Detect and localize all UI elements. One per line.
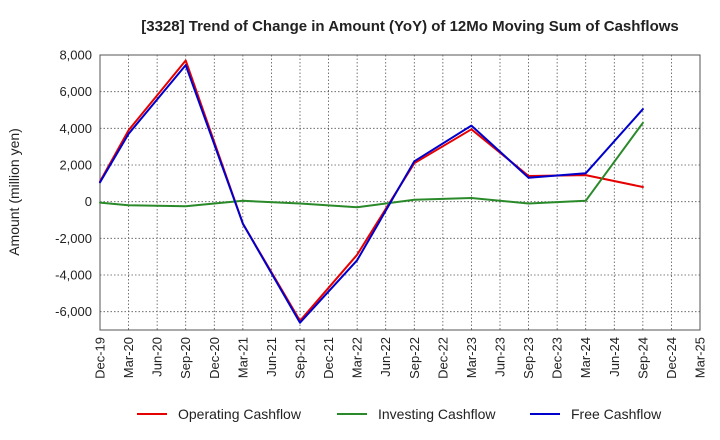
- x-tick-label: Jun-23: [493, 337, 508, 377]
- x-tick-label: Dec-21: [321, 337, 336, 379]
- x-tick-label: Jun-20: [150, 337, 165, 377]
- x-tick-label: Mar-24: [578, 337, 593, 378]
- series-line-2: [99, 121, 644, 209]
- x-tick-label: Sep-24: [635, 337, 650, 379]
- grid-lines: [100, 54, 700, 330]
- x-tick-label: Sep-21: [293, 337, 308, 379]
- legend-label-2: Investing Cashflow: [378, 406, 496, 422]
- y-tick-label: 8,000: [59, 48, 92, 63]
- legend: Operating Cashflow Investing Cashflow Free…: [137, 406, 662, 422]
- y-axis-label: Amount (million yen): [6, 128, 22, 256]
- y-tick-label: -4,000: [55, 268, 92, 283]
- y-tick-label: -2,000: [55, 231, 92, 246]
- x-tick-label: Jun-22: [378, 337, 393, 377]
- x-tick-label: Dec-24: [664, 337, 679, 379]
- y-tick-label: 6,000: [59, 84, 92, 99]
- x-tick-label: Mar-21: [235, 337, 250, 378]
- x-tick-label: Dec-20: [207, 337, 222, 379]
- x-tick-label: Jun-21: [264, 337, 279, 377]
- x-tick-label: Dec-22: [435, 337, 450, 379]
- x-tick-label: Sep-22: [407, 337, 422, 379]
- x-tick-label: Mar-23: [464, 337, 479, 378]
- x-tick-label: Dec-23: [550, 337, 565, 379]
- x-tick-label: Sep-20: [178, 337, 193, 379]
- y-tick-label: -6,000: [55, 304, 92, 319]
- y-tick-label: 4,000: [59, 121, 92, 136]
- y-tick-label: 0: [85, 194, 92, 209]
- series-line-3: [99, 64, 644, 324]
- x-tick-label: Mar-25: [693, 337, 708, 378]
- axes: Dec-19 Mar-20 Jun-20 Sep-20 Dec-20 Mar-21 Jun-…: [55, 48, 707, 379]
- x-tick-label: Mar-22: [350, 337, 365, 378]
- plot-frame: [99, 54, 701, 331]
- y-tick-label: 2,000: [59, 158, 92, 173]
- series-line-1: [99, 59, 644, 322]
- x-tick-label: Dec-19: [93, 337, 108, 379]
- legend-label-3: Free Cashflow: [571, 406, 662, 422]
- series-lines: [99, 59, 644, 324]
- x-tick-label: Mar-20: [121, 337, 136, 378]
- legend-label-1: Operating Cashflow: [178, 406, 302, 422]
- x-tick-label: Jun-24: [607, 337, 622, 377]
- x-tick-label: Sep-23: [521, 337, 536, 379]
- chart-title: [3328] Trend of Change in Amount (YoY) o…: [141, 18, 679, 35]
